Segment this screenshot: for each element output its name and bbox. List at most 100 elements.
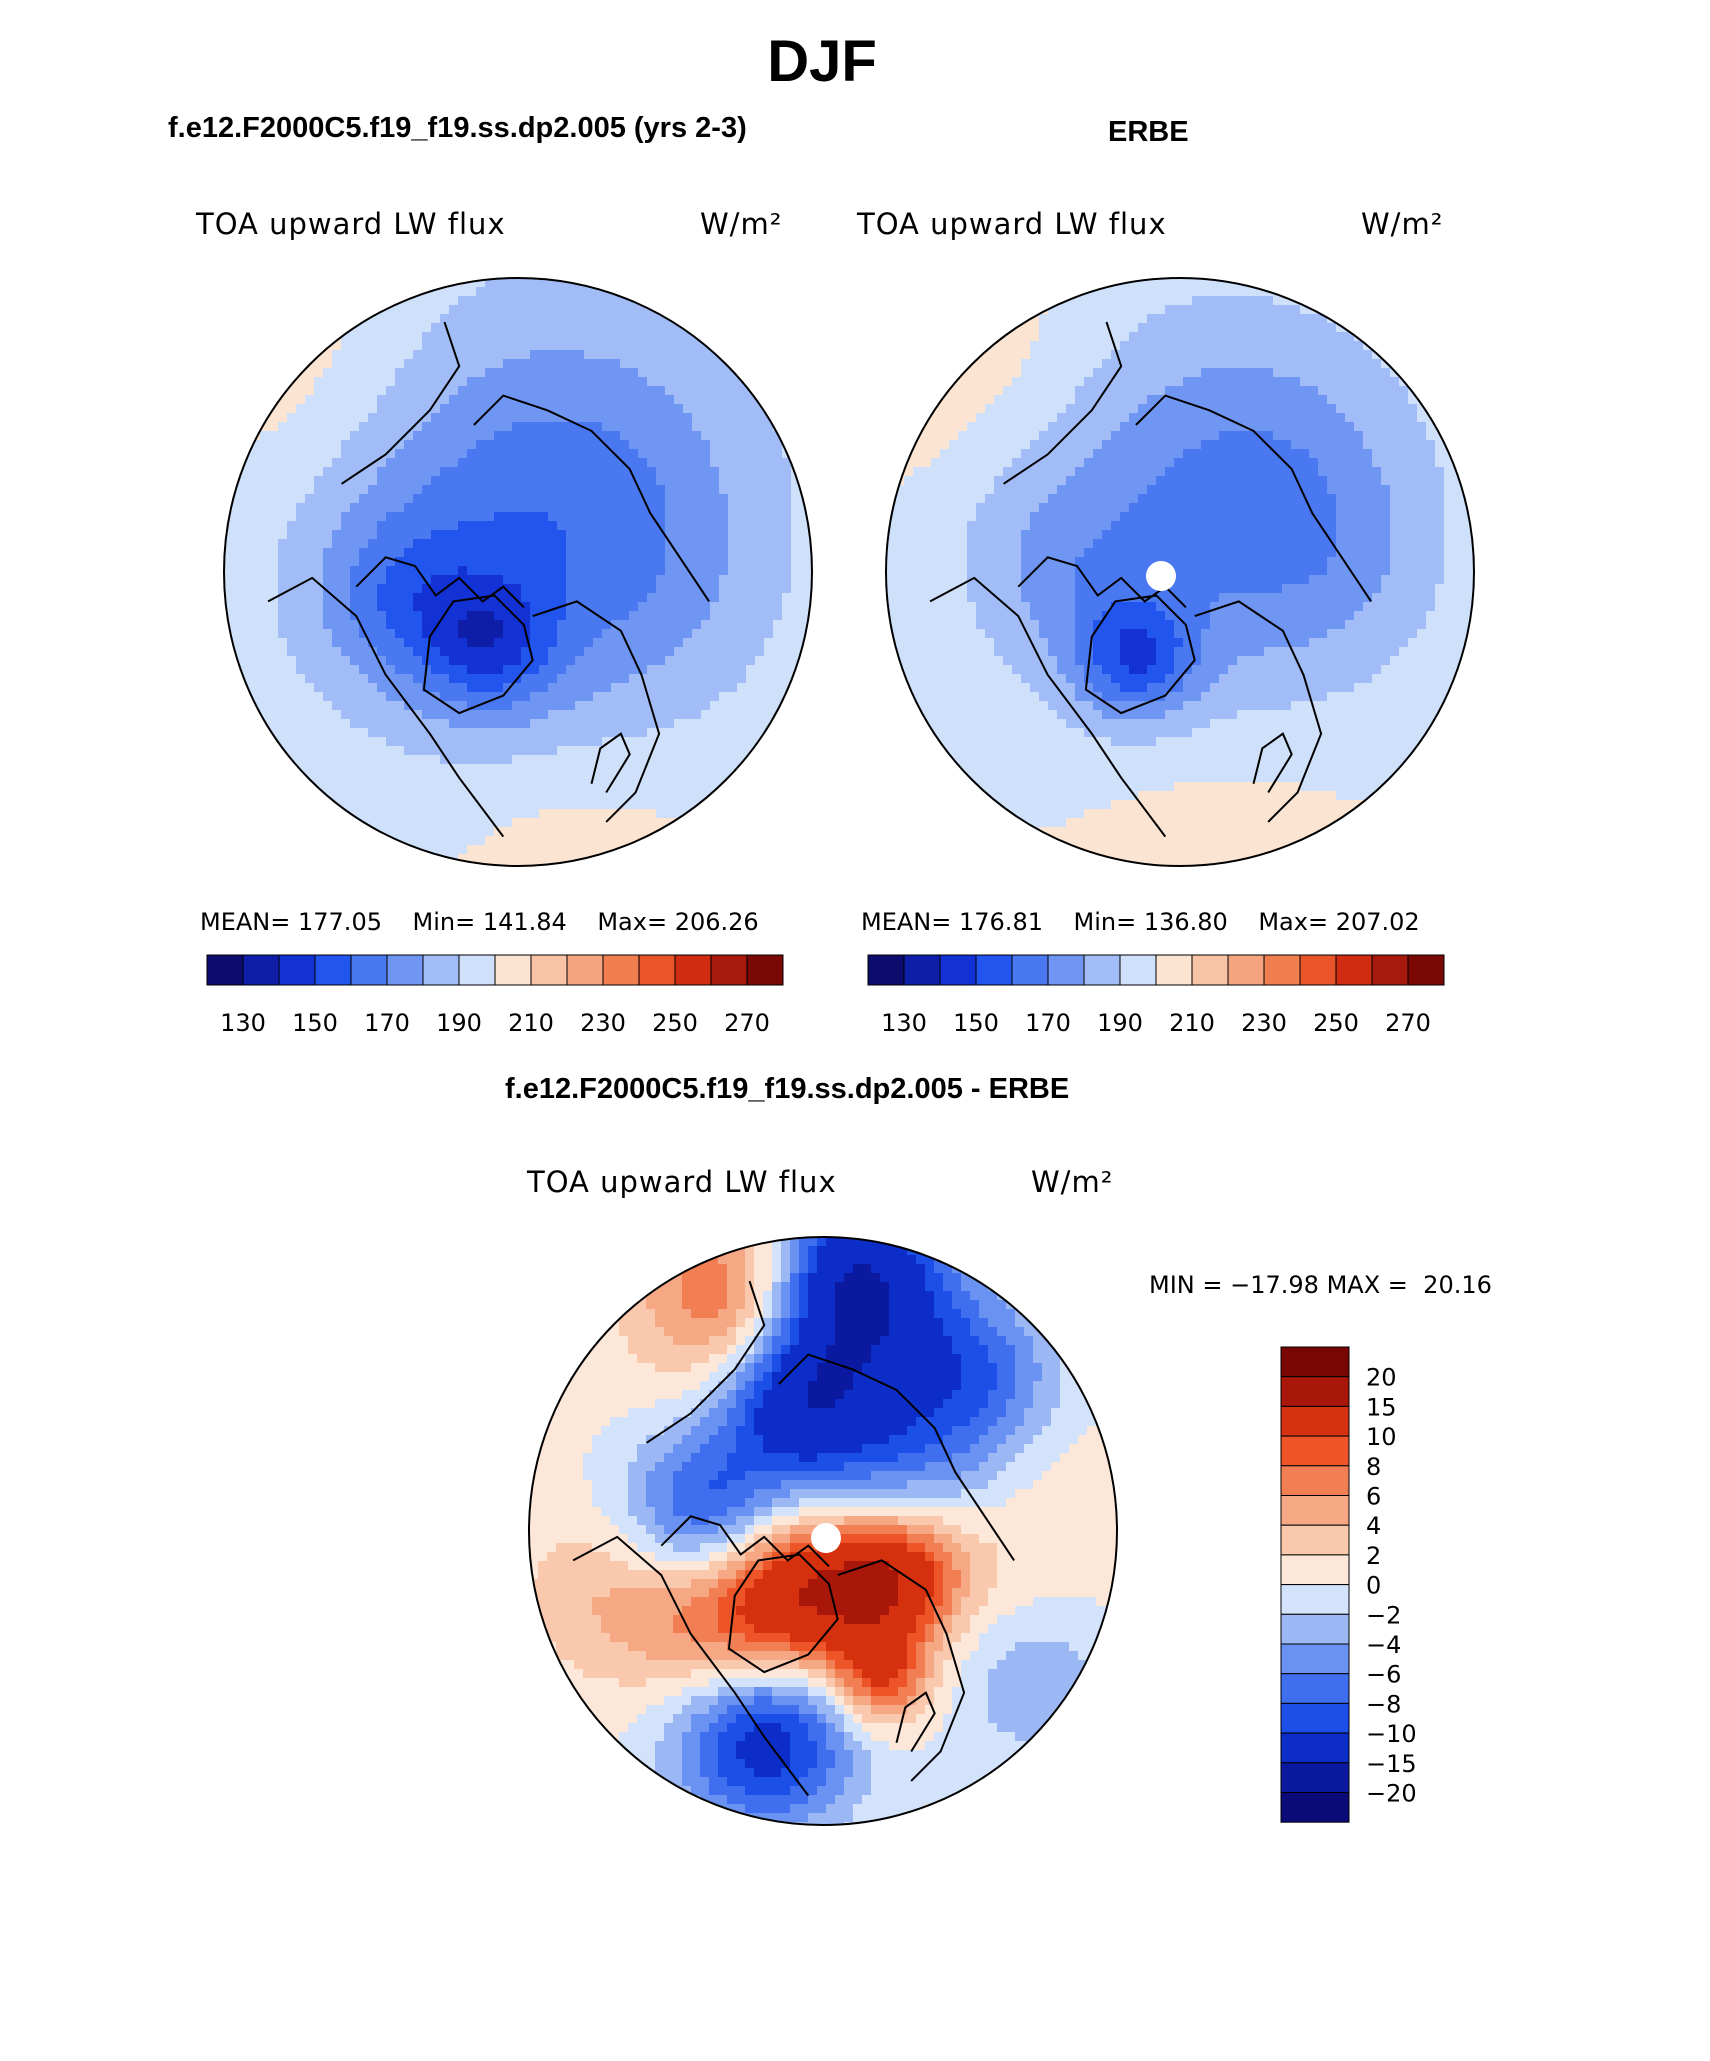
model-contour-cell — [377, 503, 387, 513]
model-contour-cell — [566, 485, 576, 495]
model-contour-cell — [539, 530, 549, 540]
model-contour-cell — [548, 611, 558, 621]
model-contour-cell — [566, 665, 576, 675]
model-contour-cell — [251, 719, 261, 729]
obs-contour-cell — [1300, 404, 1310, 414]
model-contour-cell — [476, 611, 486, 621]
obs-contour-cell — [967, 350, 977, 360]
obs-contour-cell — [1309, 458, 1319, 468]
model-contour-cell — [512, 521, 522, 531]
model-contour-cell — [458, 467, 468, 477]
model-contour-cell — [503, 422, 513, 432]
model-contour-cell — [233, 620, 243, 630]
obs-contour-cell — [1075, 395, 1085, 405]
model-contour-cell — [341, 674, 351, 684]
model-contour-cell — [656, 512, 666, 522]
model-contour-cell — [350, 467, 360, 477]
model-contour-cell — [278, 467, 288, 477]
model-contour-cell — [485, 620, 495, 630]
obs-contour-cell — [1066, 386, 1076, 396]
model-contour-cell — [683, 503, 693, 513]
model-contour-cell — [548, 683, 558, 693]
model-contour-cell — [296, 476, 306, 486]
model-contour-cell — [683, 395, 693, 405]
obs-contour-cell — [1120, 296, 1130, 306]
obs-contour-cell — [1372, 467, 1382, 477]
obs-contour-cell — [949, 422, 959, 432]
model-contour-cell — [404, 638, 414, 648]
model-contour-cell — [755, 485, 765, 495]
model-contour-cell — [341, 800, 351, 810]
model-contour-cell — [359, 494, 369, 504]
model-contour-cell — [647, 719, 657, 729]
model-contour-cell — [791, 611, 801, 621]
model-contour-cell — [305, 746, 315, 756]
model-contour-cell — [413, 773, 423, 783]
model-contour-cell — [314, 494, 324, 504]
obs-contour-cell — [1372, 503, 1382, 513]
model-contour-cell — [674, 800, 684, 810]
obs-contour-cell — [1183, 278, 1193, 288]
model-contour-cell — [557, 494, 567, 504]
model-contour-cell — [440, 647, 450, 657]
model-contour-cell — [764, 548, 774, 558]
model-contour-cell — [665, 656, 675, 666]
model-contour-cell — [359, 584, 369, 594]
model-contour-cell — [710, 521, 720, 531]
model-contour-cell — [359, 368, 369, 378]
obs-contour-cell — [1327, 467, 1337, 477]
model-contour-cell — [521, 791, 531, 801]
model-contour-cell — [683, 512, 693, 522]
model-contour-cell — [557, 431, 567, 441]
model-contour-cell — [323, 674, 333, 684]
model-contour-cell — [440, 530, 450, 540]
obs-contour-cell — [1147, 503, 1157, 513]
model-contour-cell — [395, 800, 405, 810]
obs-contour-cell — [1192, 494, 1202, 504]
model-contour-cell — [539, 710, 549, 720]
model-contour-cell — [278, 755, 288, 765]
model-contour-cell — [692, 575, 702, 585]
model-contour-cell — [548, 278, 558, 288]
model-contour-cell — [575, 818, 585, 828]
model-contour-cell — [287, 638, 297, 648]
model-contour-cell — [287, 719, 297, 729]
model-contour-cell — [395, 728, 405, 738]
obs-contour-cell — [1291, 377, 1301, 387]
obs-contour-cell — [1138, 377, 1148, 387]
obs-contour-cell — [967, 377, 977, 387]
obs-contour-cell — [1219, 332, 1229, 342]
model-contour-cell — [584, 602, 594, 612]
obs-contour-cell — [976, 395, 986, 405]
model-contour-cell — [485, 350, 495, 360]
model-contour-cell — [665, 440, 675, 450]
model-contour-cell — [278, 593, 288, 603]
model-contour-cell — [458, 620, 468, 630]
model-contour-cell — [395, 494, 405, 504]
model-contour-cell — [233, 521, 243, 531]
model-contour-cell — [746, 467, 756, 477]
diff-max-label: MAX = — [1326, 1271, 1408, 1299]
obs-contour-cell — [1093, 368, 1103, 378]
model-contour-cell — [755, 683, 765, 693]
obs-contour-cell — [1273, 314, 1283, 324]
model-contour-cell — [557, 440, 567, 450]
model-contour-cell — [458, 629, 468, 639]
obs-contour-cell — [967, 386, 977, 396]
model-contour-cell — [296, 629, 306, 639]
model-contour-cell — [638, 692, 648, 702]
obs-contour-cell — [1111, 323, 1121, 333]
model-contour-cell — [341, 791, 351, 801]
model-contour-cell — [224, 656, 234, 666]
model-contour-cell — [413, 548, 423, 558]
model-contour-cell — [395, 377, 405, 387]
model-contour-cell — [755, 647, 765, 657]
model-contour-cell — [557, 341, 567, 351]
obs-contour-cell — [1084, 314, 1094, 324]
model-contour-cell — [665, 359, 675, 369]
model-contour-cell — [701, 728, 711, 738]
obs-contour-cell — [1219, 458, 1229, 468]
model-contour-cell — [242, 638, 252, 648]
model-contour-cell — [539, 782, 549, 792]
obs-contour-cell — [1066, 341, 1076, 351]
